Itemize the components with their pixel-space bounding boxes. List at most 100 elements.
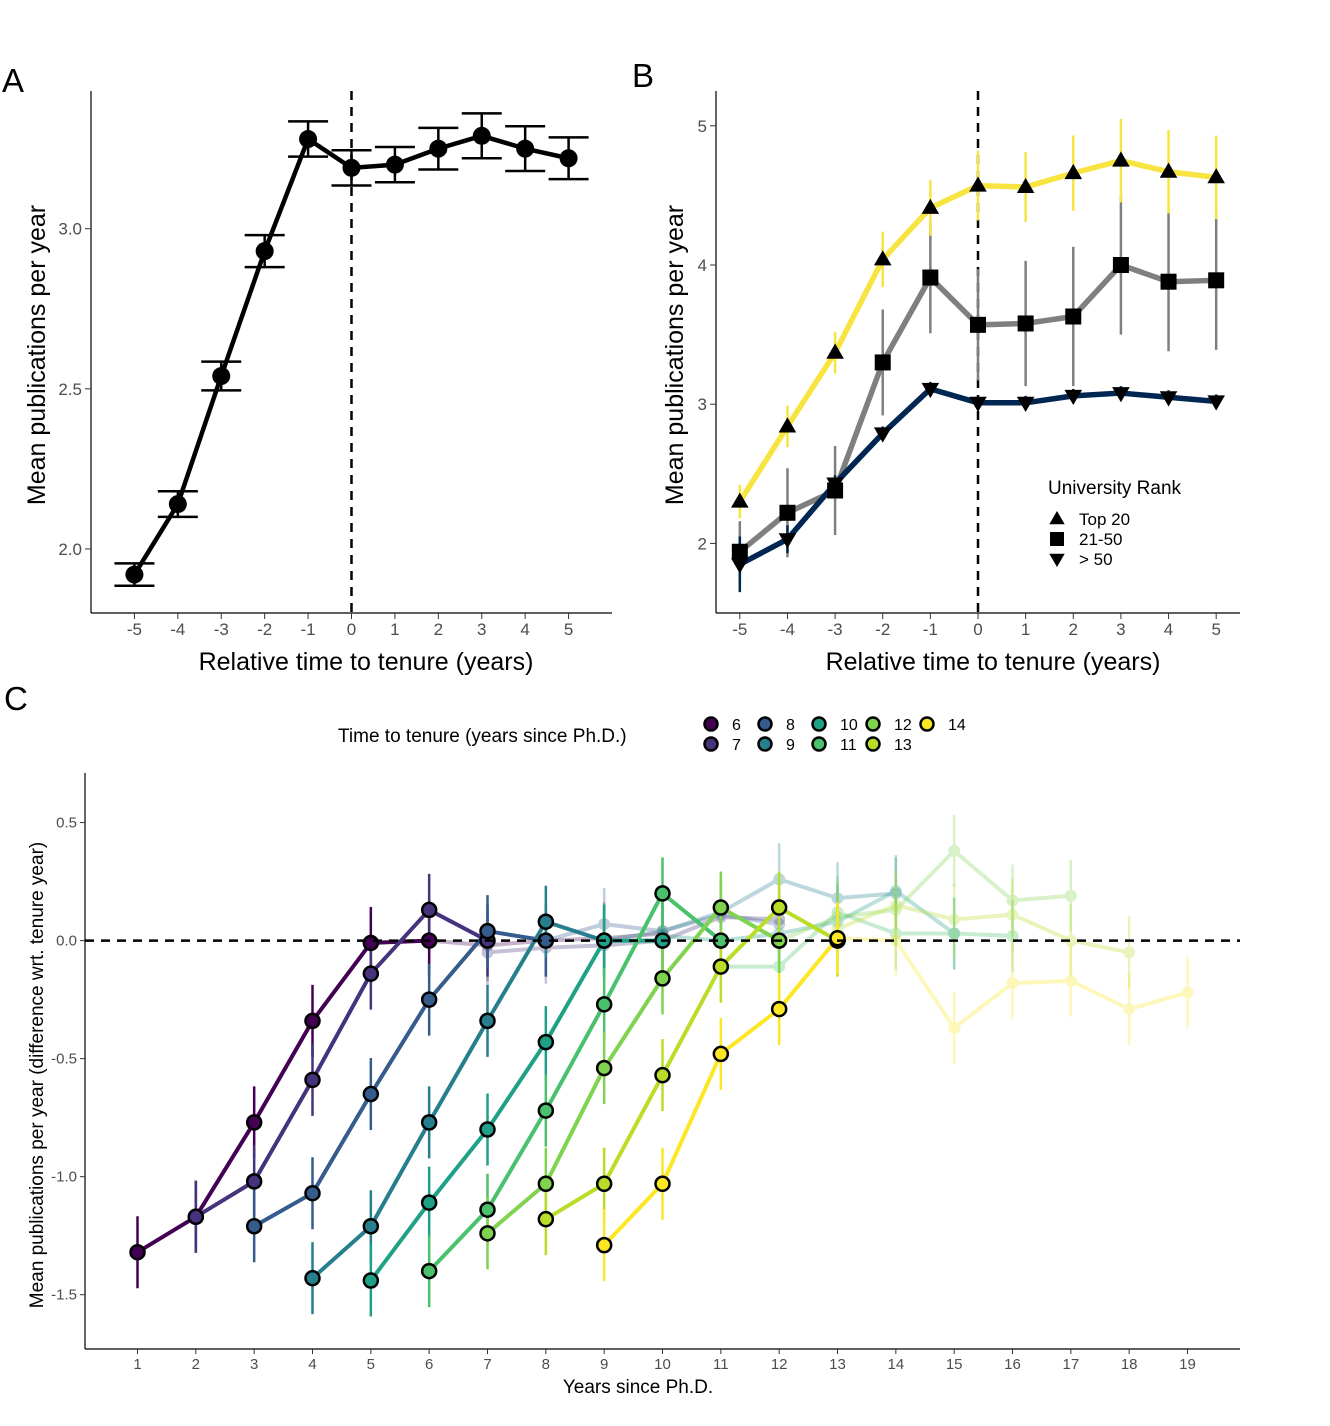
panel-c-x-tick-label: 5 <box>367 1356 375 1373</box>
panel-c-post-point <box>889 885 902 898</box>
panel-c-pre-point <box>595 1236 613 1254</box>
panel-c-x-tick-label: 11 <box>713 1356 729 1373</box>
panel-c-pre-point <box>420 1262 438 1280</box>
panel-c-pre-point <box>479 1201 496 1218</box>
panel-c-post-series-10 <box>656 855 961 977</box>
panel-b-legend-label: Top 20 <box>1079 510 1130 529</box>
panel-b-legend-marker <box>1050 532 1064 546</box>
panel-b-x-tick-label: 3 <box>1116 620 1125 639</box>
panel-b-y-tick-label: 3 <box>698 395 707 414</box>
panel-c-post-point <box>831 892 844 905</box>
panel-c-legend-marker <box>811 716 827 732</box>
panel-b-point <box>970 316 986 333</box>
panel-b-point <box>873 250 892 266</box>
panel-b-y-tick-label: 5 <box>698 117 707 136</box>
panel-a-x-tick-label: -2 <box>257 620 272 639</box>
panel-b-point <box>731 558 749 574</box>
panel-c-legend: 6 7 8 9 10 11 12 13 14 <box>703 716 966 754</box>
panel-b-point <box>1160 273 1177 290</box>
panel-c-x-tick-label: 17 <box>1062 1356 1079 1373</box>
panel-c-legend-label: 10 <box>840 717 858 734</box>
panel-b-point <box>1112 257 1129 273</box>
panel-c-legend-title: Time to tenure (years since Ph.D.) <box>338 726 627 747</box>
panel-c-post-line <box>836 903 1130 955</box>
panel-c-legend-label: 12 <box>894 717 912 734</box>
panel-c-pre-point <box>362 1217 380 1235</box>
panel-c-legend-marker <box>919 716 935 732</box>
panel-c-pre-series-9 <box>311 885 606 1315</box>
panel-a-y-tick-label: 3.0 <box>58 220 82 239</box>
panel-c-x-tick-label: 13 <box>829 1356 846 1373</box>
panel-c-post-line <box>720 910 1013 969</box>
panel-b-legend-label: > 50 <box>1079 550 1113 569</box>
panel-a-point <box>212 367 231 386</box>
panel-b-x-axis-label: Relative time to tenure (years) <box>826 648 1161 676</box>
panel-c-pre-point <box>537 1210 555 1228</box>
panel-c-pre-point <box>479 922 496 940</box>
panel-c-pre-tenure-group <box>129 857 846 1317</box>
panel-b-x-tick-label: 4 <box>1164 620 1173 639</box>
panel-b-x-tick-label: -3 <box>828 620 843 639</box>
panel-c-x-tick-label: 14 <box>887 1356 904 1373</box>
panel-c-pre-point <box>595 1175 613 1193</box>
panel-c-post-line <box>603 877 896 943</box>
panel-c-x-tick-label: 10 <box>654 1356 671 1373</box>
panel-a-y-tick-label: 2.5 <box>58 380 82 399</box>
panel-b-point <box>969 176 987 192</box>
panel-c-x-tick-label: 6 <box>425 1356 433 1373</box>
panel-c-pre-point <box>770 1000 788 1018</box>
panel-c-pre-point <box>829 929 846 947</box>
panel-b-point <box>826 477 844 493</box>
panel-c-legend-label: 8 <box>786 717 795 734</box>
panel-b-point <box>1016 396 1035 413</box>
panel-b-legend-label: 21-50 <box>1079 530 1122 549</box>
panel-b-point <box>921 198 940 214</box>
panel-b-point <box>969 396 987 413</box>
panel-c-post-line <box>778 848 1071 943</box>
panel-c-post-line <box>487 915 780 955</box>
panel-c-post-point <box>889 899 902 912</box>
panel-c-pre-point <box>362 965 380 982</box>
panel-b-y-tick-label: 2 <box>698 534 707 553</box>
panel-b-x-tick-label: 1 <box>1021 620 1030 639</box>
panel-label-c: C <box>4 680 28 717</box>
panel-a-point <box>125 565 144 584</box>
panel-c-pre-point <box>712 1045 730 1063</box>
panel-c-post-point <box>1181 986 1194 999</box>
panel-b-point <box>1112 151 1130 167</box>
panel-c-pre-point <box>420 901 438 919</box>
panel-c-post-point <box>948 913 961 926</box>
panel-b-point <box>826 343 844 359</box>
panel-c-pre-point <box>654 885 671 902</box>
panel-c-post-point <box>889 934 902 947</box>
panel-b-point <box>1207 395 1225 411</box>
panel-a-point <box>472 126 491 145</box>
panel-c-x-tick-label: 15 <box>946 1356 963 1373</box>
panel-c-post-point <box>1064 974 1077 987</box>
panel-b-y-axis-label: Mean publications per year <box>661 205 689 505</box>
panel-a-point <box>168 495 187 514</box>
panel-c-x-tick-label: 1 <box>133 1356 141 1373</box>
panel-a-x-axis-label: Relative time to tenure (years) <box>199 648 534 676</box>
panel-b-point <box>1208 272 1225 289</box>
panel-b-x-tick-label: 0 <box>973 620 982 639</box>
panel-c-pre-point <box>595 1059 613 1077</box>
panel-c-y-tick-label: -1.5 <box>51 1287 77 1304</box>
panel-c-post-point <box>1064 889 1077 902</box>
panel-b-x-tick-label: 5 <box>1211 620 1220 639</box>
panel-c-pre-point <box>304 1269 321 1287</box>
panel-c-legend-marker <box>811 736 827 752</box>
panel-c-legend-label: 13 <box>894 737 912 754</box>
panel-b-point <box>874 354 891 371</box>
panel-c-legend-marker <box>757 736 773 752</box>
panel-c-pre-points-8 <box>245 922 555 1235</box>
panel-label-a: A <box>2 62 24 99</box>
panel-c-pre-line <box>253 929 547 1228</box>
panel-c-x-tick-label: 7 <box>483 1356 491 1373</box>
panel-a-x-tick-label: -1 <box>301 620 316 639</box>
panel-b-point <box>731 543 748 560</box>
panel-c-pre-point <box>245 1217 263 1235</box>
panel-c-x-tick-label: 8 <box>542 1356 550 1373</box>
